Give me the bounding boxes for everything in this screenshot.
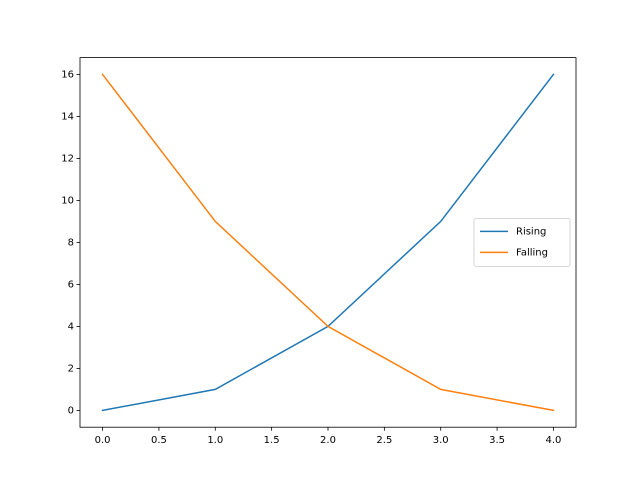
y-tick-label: 2: [68, 363, 74, 374]
legend-label: Falling: [516, 247, 548, 258]
legend-box: [473, 217, 571, 267]
x-tick-label: 3.5: [489, 435, 505, 446]
y-tick-label: 12: [61, 153, 74, 164]
x-tick-label: 0.0: [95, 435, 111, 446]
x-tick-label: 3.0: [433, 435, 449, 446]
x-tick-label: 4.0: [546, 435, 562, 446]
line-series: [101, 73, 555, 412]
y-tick-label: 14: [61, 111, 74, 122]
axes-frame: [79, 57, 577, 428]
x-tick-label: 0.5: [151, 435, 167, 446]
y-tick-label: 8: [68, 237, 74, 248]
x-tick-label: 2.5: [376, 435, 392, 446]
x-tick-label: 1.5: [264, 435, 280, 446]
y-tick-label: 4: [68, 321, 74, 332]
y-tick-label: 10: [61, 195, 74, 206]
y-tick-label: 6: [68, 279, 74, 290]
x-tick-label: 2.0: [320, 435, 336, 446]
y-tick-label: 16: [61, 69, 74, 80]
y-tick-label: 0: [68, 405, 74, 416]
x-tick-label: 1.0: [207, 435, 223, 446]
legend-label: Rising: [516, 226, 546, 237]
